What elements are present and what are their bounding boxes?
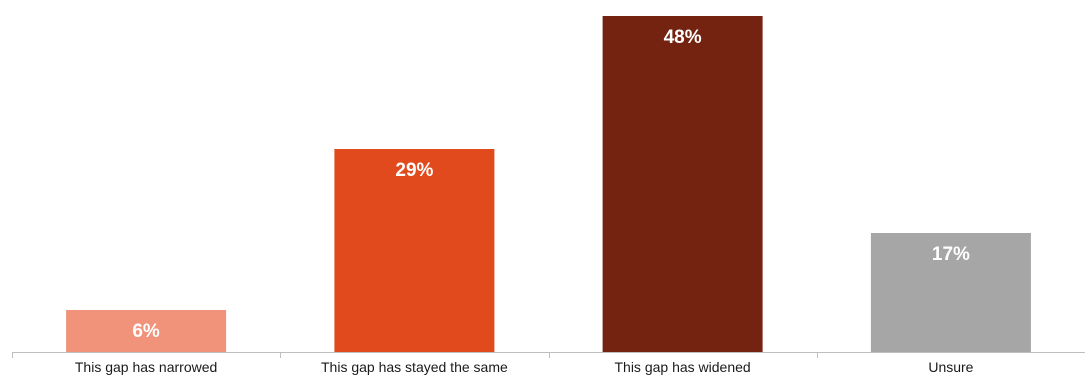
bar-value-label: 48% [664,27,702,48]
category-label: This gap has narrowed [75,359,217,375]
bar-value-label: 6% [132,321,160,342]
bar-2 [603,16,763,352]
bar-value-label: 17% [932,244,970,265]
category-label: This gap has stayed the same [321,359,508,375]
bar-value-label: 29% [395,160,433,181]
category-label: This gap has widened [614,359,750,375]
category-label: Unsure [928,359,973,375]
